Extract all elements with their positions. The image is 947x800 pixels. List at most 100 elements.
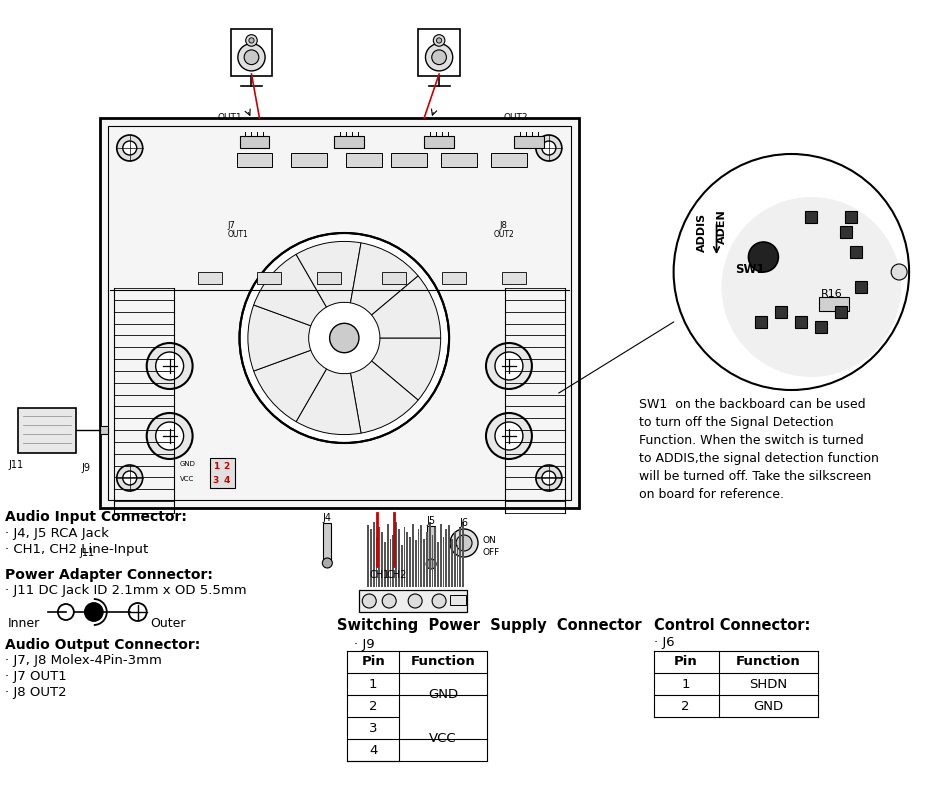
Circle shape [495, 352, 523, 380]
Circle shape [363, 594, 376, 608]
Bar [403, 527, 405, 587]
Bar [415, 540, 417, 587]
Bar [846, 211, 857, 223]
Circle shape [85, 603, 103, 621]
Bar [370, 529, 372, 587]
Text: J11: J11 [80, 548, 95, 558]
Circle shape [123, 471, 136, 485]
Bar [389, 539, 391, 587]
Text: ADDIS: ADDIS [697, 213, 706, 251]
Circle shape [486, 413, 532, 459]
Text: Function: Function [411, 655, 475, 668]
Bar [442, 272, 466, 284]
Text: to ADDIS,the signal detection function: to ADDIS,the signal detection function [638, 452, 879, 465]
Bar [99, 118, 579, 508]
Circle shape [116, 465, 143, 491]
Bar [426, 532, 428, 587]
Text: · J7 OUT1: · J7 OUT1 [5, 670, 66, 683]
Bar [409, 537, 411, 587]
Circle shape [58, 604, 74, 620]
Bar [108, 126, 571, 500]
Text: Pin: Pin [362, 655, 385, 668]
Bar [384, 542, 385, 587]
Text: Power Adapter Connector:: Power Adapter Connector: [5, 568, 213, 582]
Text: OUT1: OUT1 [218, 113, 242, 122]
Text: VCC: VCC [429, 732, 456, 745]
Bar [240, 136, 270, 148]
Bar [756, 316, 767, 328]
Bar [459, 527, 461, 587]
Circle shape [426, 559, 437, 569]
Bar [391, 153, 427, 167]
Text: 2: 2 [223, 462, 230, 471]
Text: ON: ON [482, 536, 496, 545]
Text: will be turned off. Take the silkscreen: will be turned off. Take the silkscreen [638, 470, 871, 483]
Bar [462, 522, 464, 587]
Bar [18, 408, 76, 453]
Wedge shape [296, 369, 361, 434]
Bar [382, 532, 383, 587]
Bar [258, 272, 281, 284]
Circle shape [542, 471, 556, 485]
Text: · J9: · J9 [354, 638, 375, 651]
Bar [237, 153, 273, 167]
Circle shape [425, 43, 453, 71]
Text: SHDN: SHDN [749, 678, 788, 691]
Bar [427, 526, 435, 564]
Text: Control Connector:: Control Connector: [653, 618, 810, 633]
Text: 4: 4 [223, 476, 230, 485]
Circle shape [123, 141, 136, 155]
Text: Function: Function [736, 655, 801, 668]
Text: OUT1: OUT1 [227, 230, 248, 239]
Bar [514, 136, 544, 148]
Bar [819, 297, 849, 311]
Circle shape [437, 38, 441, 43]
Bar [441, 153, 477, 167]
Text: Pin: Pin [673, 655, 697, 668]
Text: J9: J9 [81, 463, 91, 473]
Wedge shape [371, 338, 440, 400]
Bar [850, 246, 862, 258]
Text: VCC: VCC [180, 476, 194, 482]
Bar [440, 524, 441, 587]
Circle shape [155, 422, 184, 450]
Bar [432, 535, 434, 587]
Circle shape [147, 343, 192, 389]
Bar [209, 458, 235, 488]
Text: ADEN: ADEN [717, 210, 726, 244]
Bar [448, 525, 450, 587]
Bar [412, 524, 414, 587]
Text: Function. When the switch is turned: Function. When the switch is turned [638, 434, 864, 447]
Bar [359, 590, 467, 612]
Text: 3: 3 [212, 476, 219, 485]
Circle shape [456, 535, 472, 551]
Text: 2: 2 [369, 700, 378, 713]
Wedge shape [254, 350, 327, 422]
Bar [491, 153, 527, 167]
Bar [317, 272, 341, 284]
Text: 2: 2 [681, 700, 689, 713]
Bar [347, 153, 383, 167]
Bar [373, 522, 375, 587]
Bar [456, 545, 458, 587]
Bar [398, 529, 400, 587]
Bar [198, 272, 222, 284]
Bar [435, 527, 437, 587]
Circle shape [891, 264, 907, 280]
Circle shape [244, 50, 259, 65]
Circle shape [542, 141, 556, 155]
Text: J8: J8 [499, 221, 507, 230]
Text: SW1: SW1 [736, 263, 765, 276]
Bar [230, 29, 273, 76]
Text: CH2: CH2 [386, 570, 406, 580]
Circle shape [450, 529, 478, 557]
Circle shape [536, 465, 562, 491]
Text: GND: GND [180, 461, 195, 467]
Circle shape [116, 135, 143, 161]
Circle shape [673, 154, 909, 390]
Text: CH1: CH1 [369, 570, 389, 580]
Circle shape [383, 594, 396, 608]
Circle shape [240, 233, 449, 443]
Text: SW1  on the backboard can be used: SW1 on the backboard can be used [638, 398, 866, 411]
Bar [805, 211, 817, 223]
